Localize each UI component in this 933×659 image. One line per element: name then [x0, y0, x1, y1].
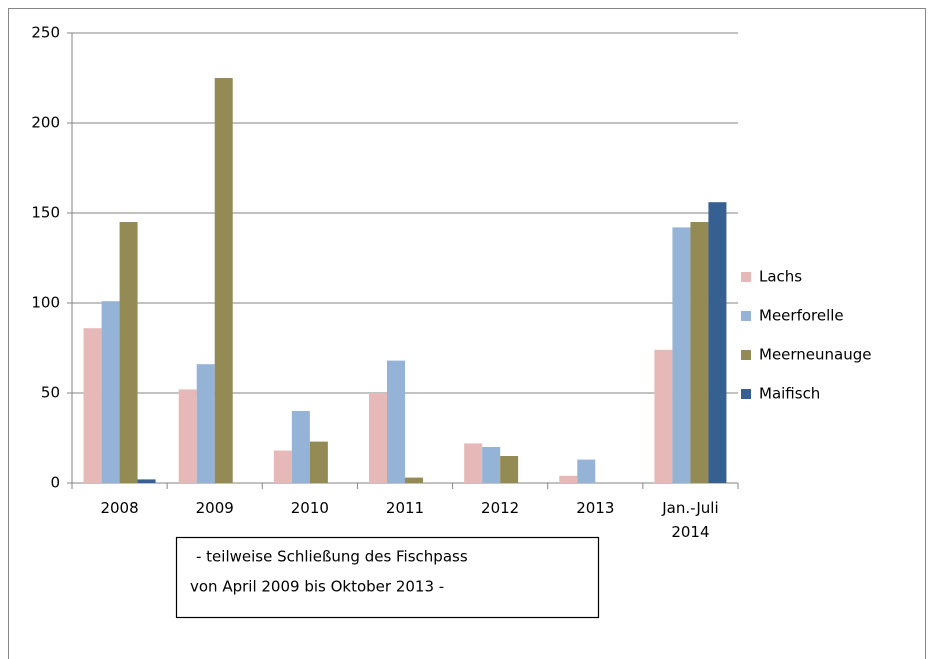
bar [101, 301, 120, 483]
bar [369, 393, 387, 483]
bar [654, 349, 673, 483]
bar [214, 78, 233, 483]
bar [405, 477, 423, 483]
x-tick-label: Jan.-Juli 2014 [661, 499, 718, 541]
bar [577, 459, 596, 483]
bar [83, 328, 102, 483]
bar [672, 227, 691, 483]
y-tick-label: 200 [31, 114, 60, 132]
legend-swatch [741, 389, 751, 399]
annotation-box [175, 536, 600, 619]
bar [387, 360, 405, 483]
bar [559, 475, 578, 483]
y-tick-label: 0 [50, 474, 60, 492]
x-tick-label: 2012 [481, 499, 519, 517]
legend-swatch [741, 272, 751, 282]
bar [464, 443, 483, 483]
y-tick-label: 100 [31, 294, 60, 312]
legend-swatch [741, 311, 751, 321]
bar [708, 202, 727, 483]
x-tick-label: 2010 [291, 499, 329, 517]
legend-label: Meerneunauge [759, 346, 872, 364]
bar [196, 364, 215, 483]
annotation: von April 2009 bis Oktober 2013 - [190, 578, 444, 596]
y-tick-label: 50 [41, 384, 60, 402]
bar [482, 447, 501, 483]
x-tick-label: 2009 [196, 499, 234, 517]
chart-border [8, 8, 926, 659]
legend-swatch [741, 350, 751, 360]
y-tick-label: 150 [31, 204, 60, 222]
bar [119, 222, 138, 483]
bar [178, 389, 197, 483]
bar [309, 441, 328, 483]
bar [500, 456, 519, 483]
bar [273, 450, 292, 483]
legend-label: Lachs [759, 268, 802, 286]
x-tick-label: 2008 [100, 499, 138, 517]
bar [690, 222, 709, 483]
x-tick-label: 2011 [386, 499, 424, 517]
legend-label: Meerforelle [759, 307, 844, 325]
y-tick-label: 250 [31, 24, 60, 42]
x-tick-label: 2013 [576, 499, 614, 517]
bar [137, 479, 156, 483]
legend-label: Maifisch [759, 385, 820, 403]
annotation: - teilweise Schließung des Fischpass [196, 548, 468, 566]
bar [291, 411, 310, 483]
